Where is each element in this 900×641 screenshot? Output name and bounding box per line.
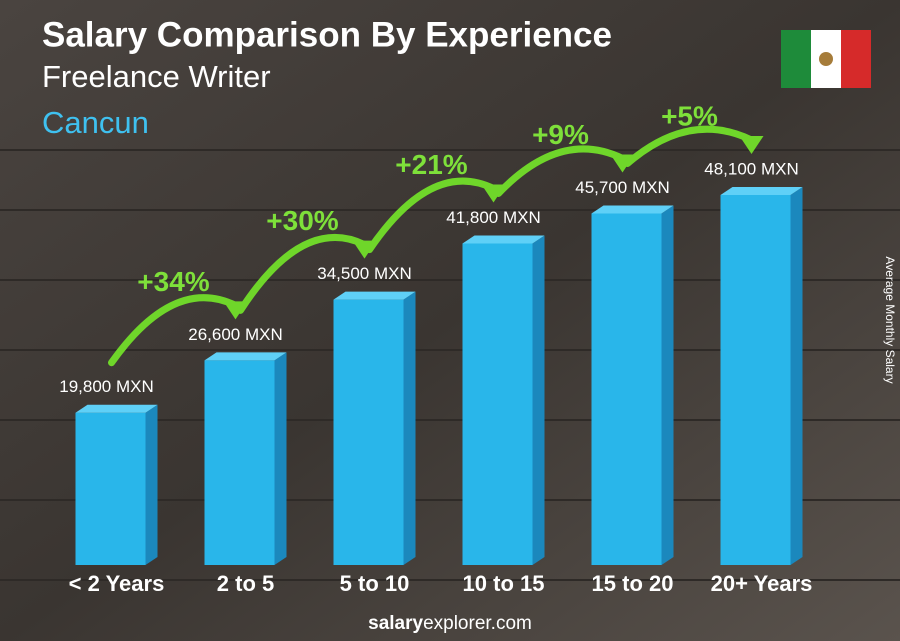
growth-arrow [366, 177, 497, 254]
footer-brand: salary [368, 613, 423, 634]
bar-top [591, 205, 674, 214]
bar [591, 213, 662, 565]
bar-top [75, 404, 158, 413]
x-tick-label: 5 to 10 [340, 571, 410, 596]
growth-arrow [495, 145, 626, 197]
growth-arrow [624, 125, 755, 167]
footer-domain: explorer.com [423, 613, 532, 634]
x-tick-label: 2 to 5 [217, 571, 274, 596]
location: Cancun [42, 105, 149, 140]
x-tick-label: 15 to 20 [592, 571, 674, 596]
footer: salaryexplorer.com [368, 613, 532, 634]
growth-label: +9% [532, 119, 589, 150]
value-label: 26,600 MXN [188, 325, 283, 344]
growth-label: +34% [137, 266, 209, 297]
bar-top [333, 291, 416, 300]
bar [333, 299, 404, 565]
bar-top [462, 235, 545, 244]
subtitle: Freelance Writer [42, 59, 271, 94]
value-label: 45,700 MXN [575, 178, 670, 197]
bar-side [532, 235, 545, 565]
bar [720, 195, 791, 565]
growth-label: +30% [266, 205, 338, 236]
x-tick-label: 10 to 15 [463, 571, 545, 596]
x-tick-label: 20+ Years [711, 571, 813, 596]
value-label: 41,800 MXN [446, 208, 541, 227]
growth-arrow [108, 294, 239, 367]
bar-side [274, 352, 287, 565]
bar-top [204, 352, 287, 361]
value-label: 34,500 MXN [317, 264, 412, 283]
bar-side [790, 187, 803, 565]
bar [462, 243, 533, 565]
bar-side [145, 404, 158, 565]
x-tick-label: < 2 Years [69, 571, 165, 596]
value-label: 48,100 MXN [704, 159, 799, 178]
flag [781, 30, 871, 88]
bar-side [403, 291, 416, 565]
arrow-head [739, 136, 764, 154]
bar [204, 360, 275, 565]
growth-arrow [237, 233, 368, 314]
y-axis-label: Average Monthly Salary [883, 256, 897, 383]
chart-title: Salary Comparison By Experience [42, 15, 612, 54]
value-label: 19,800 MXN [59, 377, 154, 396]
bar-top [720, 187, 803, 195]
bar [75, 412, 146, 565]
bar-side [661, 205, 674, 565]
growth-label: +21% [395, 149, 467, 180]
growth-label: +5% [661, 100, 718, 131]
